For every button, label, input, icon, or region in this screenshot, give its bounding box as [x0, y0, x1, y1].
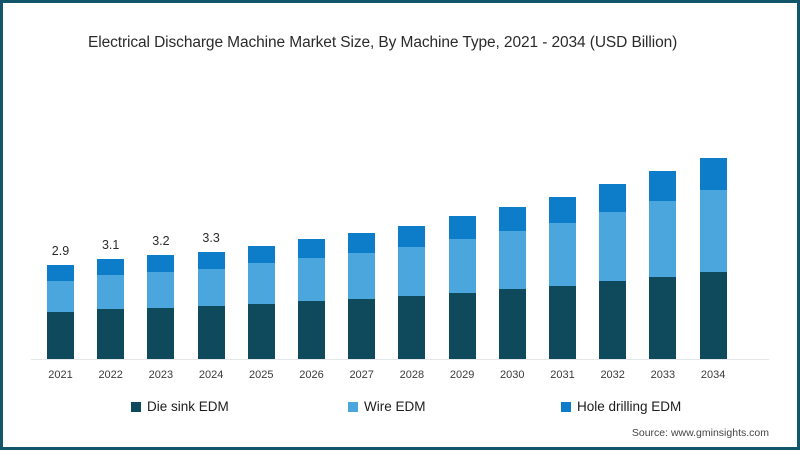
bar-segment-wire-2022[interactable] — [97, 275, 125, 310]
legend-label-wire: Wire EDM — [364, 399, 426, 414]
bar-2027[interactable] — [348, 232, 376, 359]
legend-item-hole_drilling[interactable]: Hole drilling EDM — [561, 399, 681, 414]
x-axis-label-2030: 2030 — [500, 369, 525, 381]
bar-segment-hole_drilling-2024[interactable] — [197, 252, 225, 269]
legend-label-die_sink: Die sink EDM — [147, 399, 229, 414]
bar-2032[interactable] — [599, 183, 627, 359]
bar-2026[interactable] — [298, 239, 325, 359]
legend-label-hole_drilling: Hole drilling EDM — [577, 399, 682, 414]
bar-segment-wire-2033[interactable] — [649, 201, 677, 277]
chart-legend: Die sink EDM Wire EDM Hole drilling EDM — [3, 399, 797, 419]
legend-item-wire[interactable]: Wire EDM — [348, 399, 426, 414]
bar-segment-hole_drilling-2027[interactable] — [348, 232, 376, 253]
x-axis-label-2026: 2026 — [299, 369, 324, 381]
x-axis-label-2022: 2022 — [98, 369, 123, 381]
bar-2024[interactable] — [197, 252, 225, 359]
x-axis-label-2027: 2027 — [349, 369, 374, 381]
bar-value-label-2024: 3.3 — [202, 231, 220, 246]
bar-segment-hole_drilling-2025[interactable] — [247, 245, 275, 264]
x-axis-label-2021: 2021 — [48, 369, 73, 381]
bar-2031[interactable] — [549, 196, 576, 359]
bar-segment-hole_drilling-2022[interactable] — [97, 258, 125, 276]
bar-value-label-2023: 3.2 — [152, 234, 170, 249]
bar-segment-die_sink-2029[interactable] — [448, 292, 476, 359]
bar-segment-hole_drilling-2032[interactable] — [599, 183, 627, 213]
bar-2028[interactable] — [398, 226, 426, 359]
bar-segment-wire-2032[interactable] — [599, 212, 627, 282]
legend-item-die_sink[interactable]: Die sink EDM — [131, 399, 229, 414]
bar-2034[interactable] — [699, 158, 727, 359]
bar-segment-die_sink-2030[interactable] — [498, 289, 526, 359]
source-note: Source: www.gminsights.com — [631, 427, 769, 439]
x-axis-label-2031: 2031 — [550, 369, 575, 381]
x-axis-label-2029: 2029 — [449, 369, 475, 381]
bar-segment-wire-2031[interactable] — [549, 222, 576, 286]
bar-segment-hole_drilling-2028[interactable] — [398, 226, 426, 248]
bar-segment-hole_drilling-2031[interactable] — [549, 196, 576, 223]
bar-2030[interactable] — [498, 206, 526, 359]
bar-segment-hole_drilling-2030[interactable] — [498, 206, 526, 232]
bar-segment-wire-2024[interactable] — [197, 268, 225, 307]
bar-2022[interactable] — [97, 258, 125, 359]
bar-segment-die_sink-2025[interactable] — [247, 303, 275, 359]
x-axis-label-2023: 2023 — [148, 369, 174, 381]
bar-segment-hole_drilling-2034[interactable] — [699, 158, 727, 191]
bar-segment-hole_drilling-2023[interactable] — [147, 255, 175, 272]
x-axis-label-2034: 2034 — [700, 369, 726, 381]
bar-segment-die_sink-2033[interactable] — [649, 276, 677, 359]
bar-segment-wire-2027[interactable] — [348, 252, 376, 300]
bar-segment-die_sink-2031[interactable] — [549, 285, 576, 359]
x-axis-label-2028: 2028 — [399, 369, 425, 381]
x-axis-label-2024: 2024 — [198, 369, 224, 381]
chart-inner-panel: Electrical Discharge Machine Market Size… — [3, 3, 797, 447]
bar-2033[interactable] — [649, 170, 677, 359]
legend-swatch-wire — [348, 401, 358, 412]
bar-segment-die_sink-2027[interactable] — [348, 299, 376, 359]
bar-segment-wire-2025[interactable] — [247, 263, 275, 304]
bar-value-label-2021: 2.9 — [51, 243, 70, 258]
legend-swatch-die_sink — [131, 401, 141, 412]
bar-2021[interactable] — [47, 265, 74, 359]
bar-segment-wire-2028[interactable] — [398, 247, 426, 297]
x-axis-label-2032: 2032 — [600, 369, 625, 381]
bar-segment-wire-2034[interactable] — [699, 190, 727, 272]
bar-segment-die_sink-2022[interactable] — [97, 309, 125, 359]
bar-segment-die_sink-2034[interactable] — [699, 271, 727, 359]
bar-segment-die_sink-2021[interactable] — [47, 312, 74, 359]
x-axis-label-2025: 2025 — [249, 369, 274, 381]
bar-segment-hole_drilling-2033[interactable] — [649, 170, 677, 202]
x-axis-line — [31, 359, 769, 360]
bar-segment-wire-2029[interactable] — [448, 239, 476, 293]
bar-segment-die_sink-2026[interactable] — [298, 301, 325, 359]
chart-title: Electrical Discharge Machine Market Size… — [88, 34, 678, 51]
bar-segment-die_sink-2028[interactable] — [398, 296, 426, 359]
bar-segment-die_sink-2032[interactable] — [599, 281, 627, 359]
plot-area: 2.9 2021 3.1 2022 3.2 2023 3.3 2024 2025 2026 2027… — [3, 3, 797, 447]
x-axis-label-2033: 2033 — [650, 369, 676, 381]
bar-segment-wire-2030[interactable] — [498, 231, 526, 290]
legend-swatch-hole_drilling — [561, 401, 571, 412]
bar-segment-wire-2026[interactable] — [298, 258, 325, 302]
bar-2029[interactable] — [448, 216, 476, 359]
bar-segment-wire-2021[interactable] — [47, 280, 74, 312]
bar-segment-die_sink-2023[interactable] — [147, 307, 175, 359]
bar-segment-hole_drilling-2029[interactable] — [448, 216, 476, 240]
bar-value-label-2022: 3.1 — [101, 237, 120, 252]
bar-segment-die_sink-2024[interactable] — [197, 306, 225, 359]
bar-segment-hole_drilling-2021[interactable] — [47, 265, 74, 281]
bar-segment-wire-2023[interactable] — [147, 271, 175, 308]
bar-segment-hole_drilling-2026[interactable] — [298, 239, 325, 259]
bar-2025[interactable] — [247, 245, 275, 359]
bar-2023[interactable] — [147, 255, 175, 359]
